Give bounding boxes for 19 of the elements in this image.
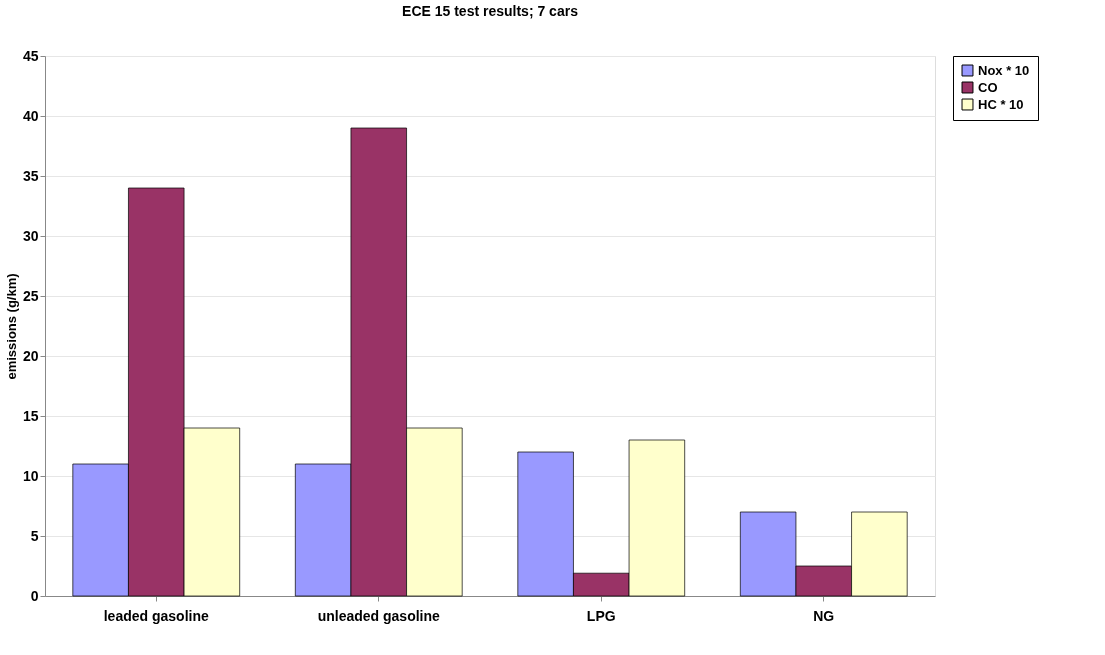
y-tick-label: 35 (22, 167, 39, 184)
legend-label: HC * 10 (978, 96, 1024, 112)
y-tick-label: 30 (22, 227, 39, 244)
y-tick-label: 20 (22, 347, 39, 364)
y-tick-label: 10 (22, 467, 39, 484)
legend-label: Nox * 10 (978, 62, 1030, 78)
y-tick-label: 40 (22, 107, 39, 124)
y-tick-label: 5 (30, 527, 39, 544)
x-tick-label: NG (813, 607, 835, 624)
chart-title: ECE 15 test results; 7 cars (402, 3, 579, 19)
x-tick-label: leaded gasoline (103, 607, 209, 624)
y-axis-title: emissions (g/km) (3, 273, 19, 380)
x-tick-label: unleaded gasoline (317, 607, 441, 624)
x-tick-label: LPG (586, 607, 616, 624)
y-tick-label: 0 (30, 587, 39, 604)
y-tick-label: 15 (22, 407, 39, 424)
y-tick-label: 25 (22, 287, 39, 304)
legend-label: CO (978, 79, 998, 95)
y-tick-label: 45 (22, 47, 39, 64)
